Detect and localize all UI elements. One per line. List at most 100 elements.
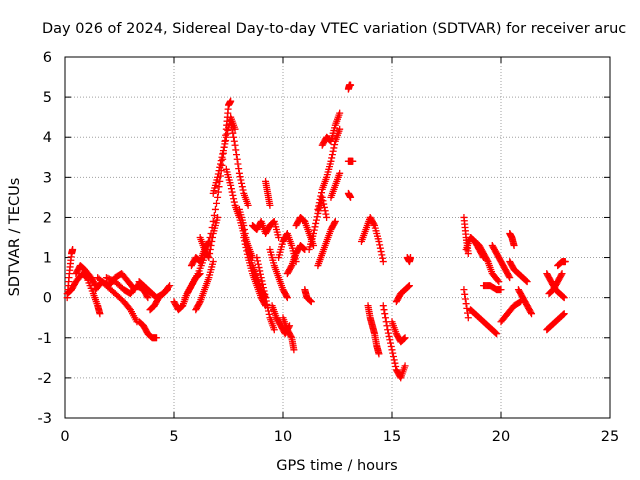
data-point <box>390 356 398 364</box>
data-point <box>307 297 315 305</box>
series-arc-15 <box>209 113 239 197</box>
data-point <box>270 326 278 334</box>
data-point <box>320 200 328 208</box>
plot-frame <box>64 56 611 419</box>
data-point <box>323 213 331 221</box>
data-point <box>266 201 274 209</box>
data-point <box>240 221 248 229</box>
data-point <box>349 157 357 165</box>
data-point <box>206 246 214 254</box>
data-point <box>220 143 228 151</box>
data-point <box>153 334 161 342</box>
data-point <box>375 238 383 246</box>
data-point <box>241 240 249 248</box>
data-point <box>347 193 355 201</box>
data-point <box>265 310 273 318</box>
data-point <box>383 322 391 330</box>
data-point <box>211 205 219 213</box>
data-point <box>214 170 222 178</box>
data-point <box>384 329 392 337</box>
data-point <box>224 127 232 135</box>
data-point <box>379 302 387 310</box>
series-arc-56 <box>543 310 568 334</box>
series-arc-04 <box>92 270 139 294</box>
data-point <box>238 179 246 187</box>
data-point <box>240 225 248 233</box>
data-point <box>561 258 569 266</box>
data-point <box>404 283 412 291</box>
data-point <box>522 276 530 284</box>
data-point <box>400 334 408 342</box>
series-arc-40 <box>379 302 409 382</box>
data-point <box>228 188 236 196</box>
data-point <box>163 286 171 294</box>
y-tick-label: 6 <box>43 50 52 66</box>
data-point <box>69 246 77 254</box>
y-axis-label: SDTVAR / TECUs <box>7 178 23 297</box>
series-arc-36 <box>344 157 357 165</box>
data-point <box>315 202 323 210</box>
data-point <box>230 133 238 141</box>
data-point <box>236 173 244 181</box>
chart-title: Day 026 of 2024, Sidereal Day-to-day VTE… <box>42 21 626 37</box>
series-arc-41 <box>388 318 409 346</box>
data-point <box>389 349 397 357</box>
data-point <box>311 223 319 231</box>
series-arc-26 <box>279 314 298 354</box>
data-point <box>299 244 307 252</box>
data-point <box>330 144 338 152</box>
data-point <box>497 286 505 294</box>
data-point <box>230 137 238 145</box>
data-point <box>217 160 225 168</box>
data-point <box>461 295 469 303</box>
y-tick-label: 2 <box>43 210 52 226</box>
data-point <box>557 271 565 279</box>
data-point <box>230 195 238 203</box>
series-arc-20 <box>248 217 283 241</box>
data-point <box>379 258 387 266</box>
data-point <box>321 207 329 215</box>
data-point <box>377 248 385 256</box>
data-point <box>283 292 291 300</box>
data-point <box>242 244 250 252</box>
data-point <box>207 242 215 250</box>
x-tick-label: 15 <box>383 429 401 445</box>
data-point <box>492 329 500 337</box>
data-point <box>257 274 265 282</box>
data-point <box>522 277 530 285</box>
data-point <box>264 307 272 315</box>
series-arc-42 <box>392 282 413 306</box>
tick-labels: 0 5 10 15 20 25 -3 -2 -1 0 1 2 3 4 5 6 <box>38 50 620 445</box>
x-tick-label: 5 <box>169 429 178 445</box>
data-point <box>283 294 291 302</box>
y-tick-label: -1 <box>38 331 52 347</box>
data-point <box>227 181 235 189</box>
data-point <box>214 173 222 181</box>
data-point <box>405 282 413 290</box>
data-point <box>229 129 237 137</box>
data-point <box>331 217 339 225</box>
y-tick-label: -3 <box>38 411 52 427</box>
data-point <box>331 141 339 149</box>
data-point <box>462 300 470 308</box>
data-point <box>162 287 170 295</box>
data-points <box>63 81 569 382</box>
series-arc-43 <box>403 254 415 266</box>
series-arc-37 <box>344 189 355 201</box>
data-point <box>227 117 235 125</box>
data-point <box>232 151 240 159</box>
data-point <box>460 286 468 294</box>
series-arc-21 <box>253 254 278 334</box>
data-point <box>505 272 513 280</box>
axis-ticks <box>64 56 611 419</box>
data-point <box>259 280 267 288</box>
data-point <box>208 238 216 246</box>
data-point <box>527 308 535 316</box>
data-point <box>263 300 271 308</box>
data-point <box>506 274 514 282</box>
y-tick-label: 0 <box>43 291 52 307</box>
data-point <box>317 192 325 200</box>
series-arc-07 <box>135 318 161 342</box>
series-arc-35 <box>344 81 355 93</box>
data-point <box>262 297 270 305</box>
